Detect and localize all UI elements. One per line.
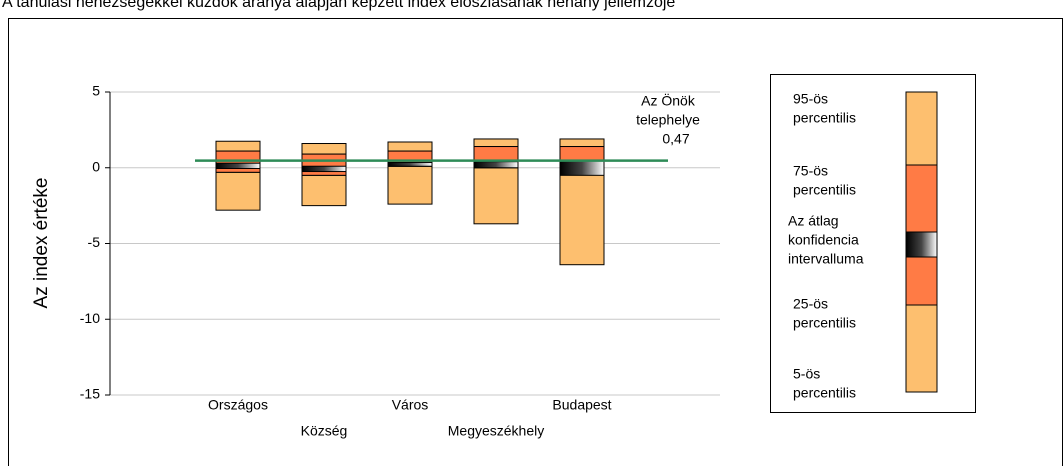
- confidence-interval: [387, 161, 433, 167]
- legend-label: 95-ös: [793, 91, 828, 107]
- confidence-interval: [215, 162, 261, 170]
- confidence-interval: [559, 159, 605, 176]
- confidence-interval: [301, 165, 347, 173]
- x-tick-label: Megyeszékhely: [448, 423, 545, 439]
- x-tick-label: Országos: [208, 397, 268, 413]
- legend-label: percentilis: [793, 385, 856, 401]
- reference-value-label: 0,47: [662, 131, 689, 147]
- x-tick-label: Város: [392, 397, 429, 413]
- lower-outer-segment: [301, 174, 347, 207]
- legend-swatch: [905, 164, 938, 233]
- x-tick-label: Község: [301, 423, 348, 439]
- lower-outer-segment: [473, 167, 519, 225]
- y-tick-label: 0: [92, 158, 100, 174]
- upper-outer-segment: [215, 140, 261, 152]
- y-tick-label: -10: [80, 310, 100, 326]
- y-tick-label: 5: [92, 83, 100, 99]
- legend-swatch: [905, 304, 938, 393]
- reference-label: Az Önök: [641, 92, 696, 109]
- legend-swatch: [905, 91, 938, 166]
- legend-label: 75-ös: [793, 163, 828, 179]
- y-tick-label: -15: [80, 386, 100, 402]
- legend-label: Az átlag: [788, 213, 839, 229]
- y-axis-label: Az index értéke: [31, 178, 52, 309]
- x-tick-label: Budapest: [552, 397, 611, 413]
- legend-box: [770, 74, 976, 413]
- legend-label: 25-ös: [793, 296, 828, 312]
- confidence-interval: [473, 161, 519, 169]
- lower-outer-segment: [559, 173, 605, 266]
- legend-label: konfidencia: [788, 232, 859, 248]
- upper-outer-segment: [559, 138, 605, 148]
- legend: [770, 74, 976, 413]
- reference-label: telephelye: [636, 112, 700, 128]
- upper-outer-segment: [387, 141, 433, 152]
- upper-outer-segment: [473, 138, 519, 148]
- inner-segment: [301, 153, 347, 176]
- legend-label: 5-ös: [793, 366, 820, 382]
- legend-label: intervalluma: [788, 251, 864, 267]
- lower-outer-segment: [215, 171, 261, 211]
- legend-swatch: [905, 231, 938, 258]
- legend-label: percentilis: [793, 110, 856, 126]
- chart-title: A tanulási nehézségekkel küzdők aránya a…: [2, 0, 675, 11]
- legend-swatch: [905, 256, 938, 306]
- lower-outer-segment: [387, 165, 433, 205]
- upper-outer-segment: [301, 143, 347, 155]
- legend-label: percentilis: [793, 182, 856, 198]
- legend-label: percentilis: [793, 315, 856, 331]
- y-tick-label: -5: [88, 234, 101, 250]
